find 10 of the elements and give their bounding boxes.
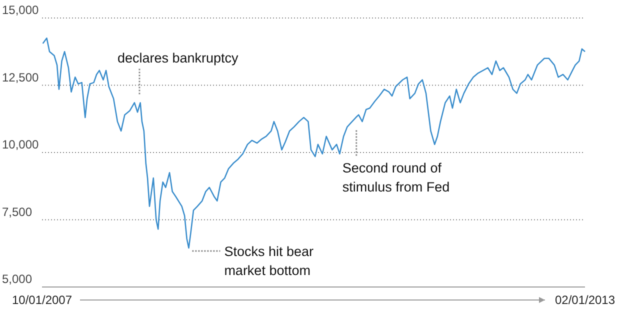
annotation: Second round of stimulus from Fed (342, 160, 450, 194)
x-tick-label: 02/01/2013 (554, 293, 616, 307)
y-tick-label: 12,500 (2, 70, 40, 84)
y-tick-label: 5,000 (2, 272, 32, 286)
x-tick-label: 10/01/2007 (12, 293, 72, 307)
y-tick-label: 10,000 (2, 138, 40, 152)
y-tick-label: 7,500 (2, 204, 32, 219)
y-tick-label: 15,000 (2, 3, 40, 17)
annotation: Stocks hit bear market bottom (224, 244, 314, 278)
annotation: declares bankruptcy (117, 50, 239, 66)
